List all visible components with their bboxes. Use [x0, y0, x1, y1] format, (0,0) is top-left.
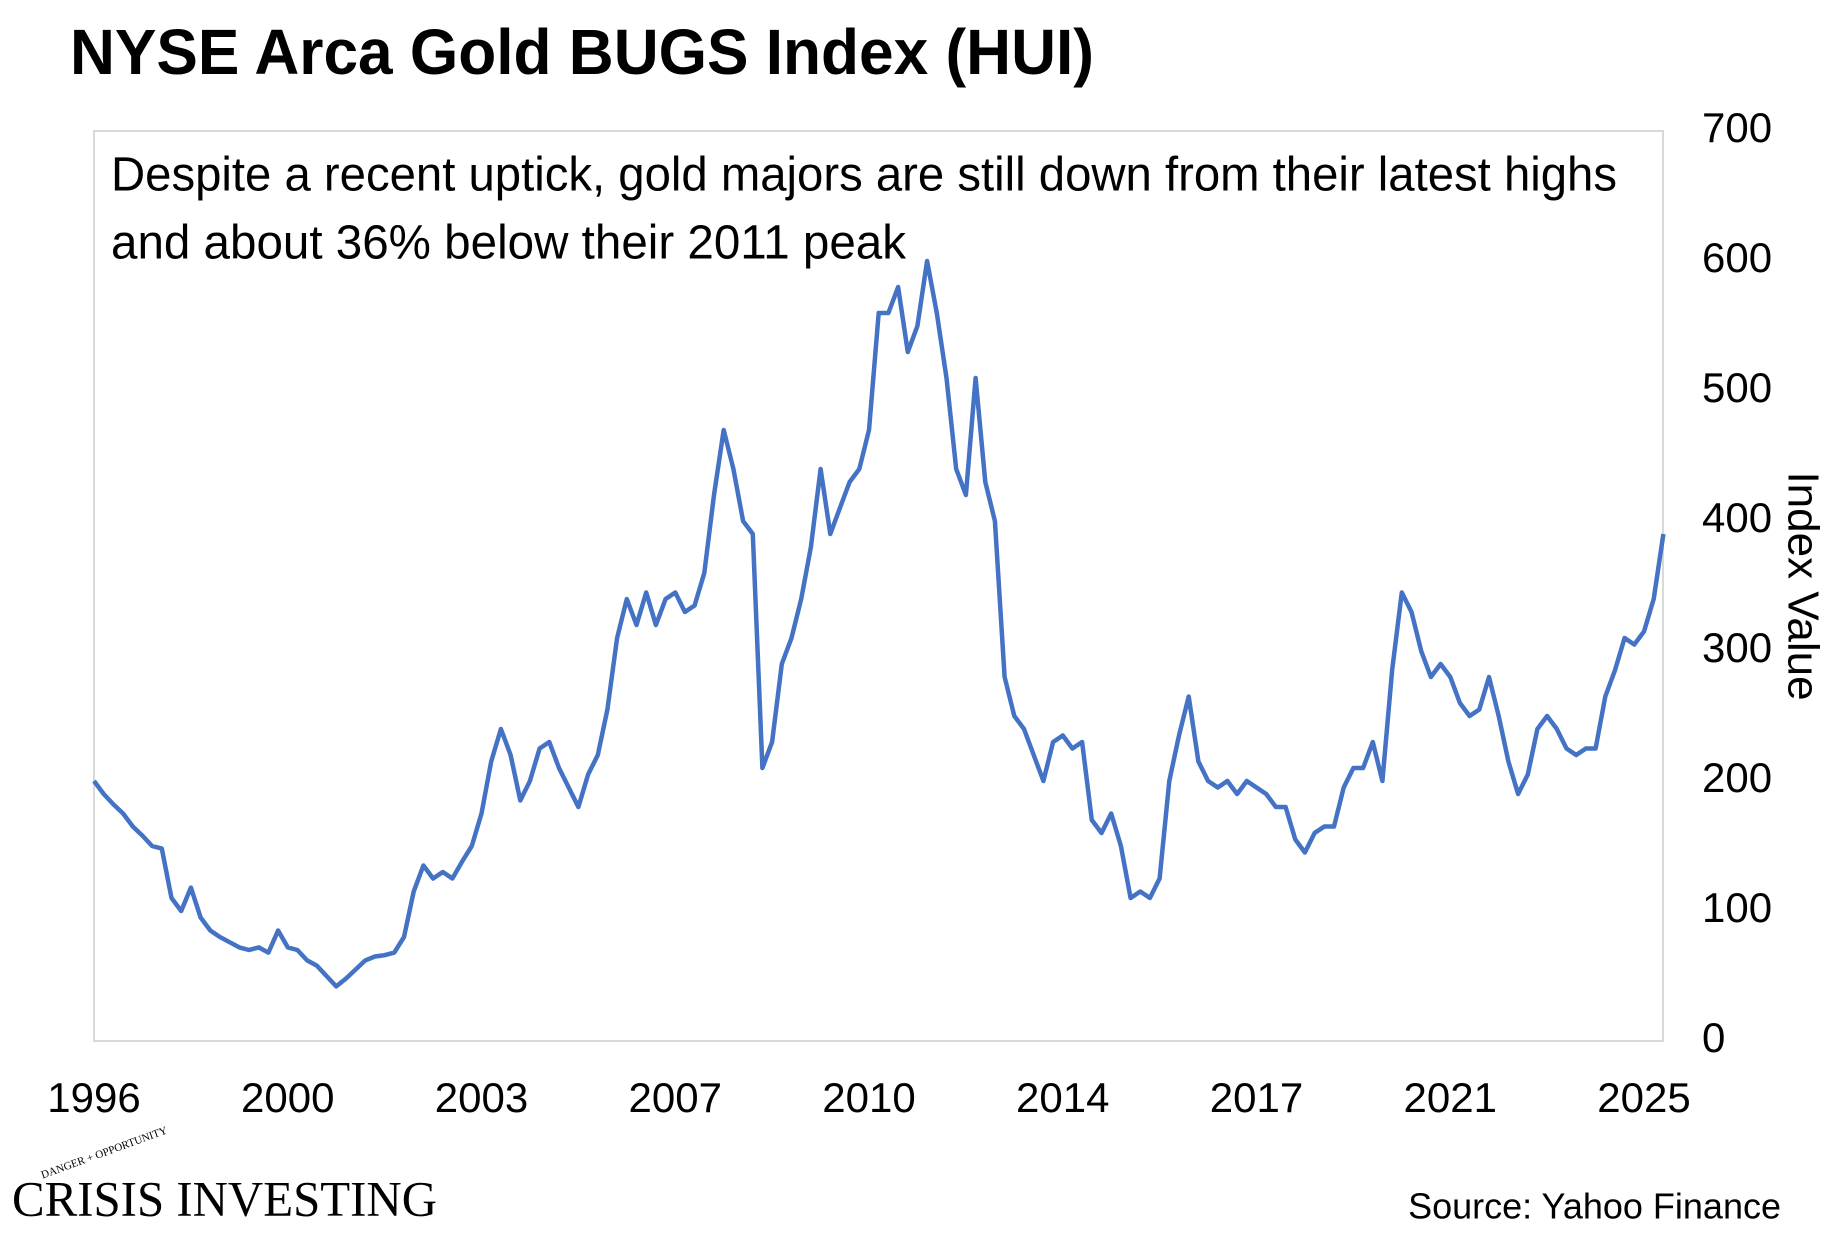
source: Source: Yahoo Finance	[1408, 1186, 1781, 1227]
x-tick-label: 2007	[629, 1074, 722, 1121]
y-tick-label: 100	[1702, 884, 1772, 931]
y-axis-label: Index Value	[1778, 471, 1827, 700]
y-tick-label: 400	[1702, 494, 1772, 541]
x-tick-label: 2014	[1016, 1074, 1109, 1121]
annotation: and about 36% below their 2011 peak	[111, 217, 907, 270]
x-tick-label: 1996	[47, 1074, 140, 1121]
x-tick-label: 2017	[1210, 1074, 1303, 1121]
chart-title: NYSE Arca Gold BUGS Index (HUI)	[70, 16, 1094, 88]
logo: Crisis Investing	[12, 1170, 437, 1226]
y-tick-label: 700	[1702, 104, 1772, 151]
y-tick-label: 0	[1702, 1014, 1725, 1061]
y-tick-label: 500	[1702, 364, 1772, 411]
data-line	[92, 258, 1666, 989]
y-tick-label: 600	[1702, 234, 1772, 281]
x-tick-label: 2010	[822, 1074, 915, 1121]
x-tick-label: 2021	[1404, 1074, 1497, 1121]
plot-frame	[93, 130, 1664, 1042]
y-tick-label: 300	[1702, 624, 1772, 671]
y-tick-label: 200	[1702, 754, 1772, 801]
x-tick-label: 2000	[241, 1074, 334, 1121]
annotation: Despite a recent uptick, gold majors are…	[111, 149, 1617, 202]
x-tick-label: 2003	[435, 1074, 528, 1121]
x-tick-label: 2025	[1597, 1074, 1690, 1121]
